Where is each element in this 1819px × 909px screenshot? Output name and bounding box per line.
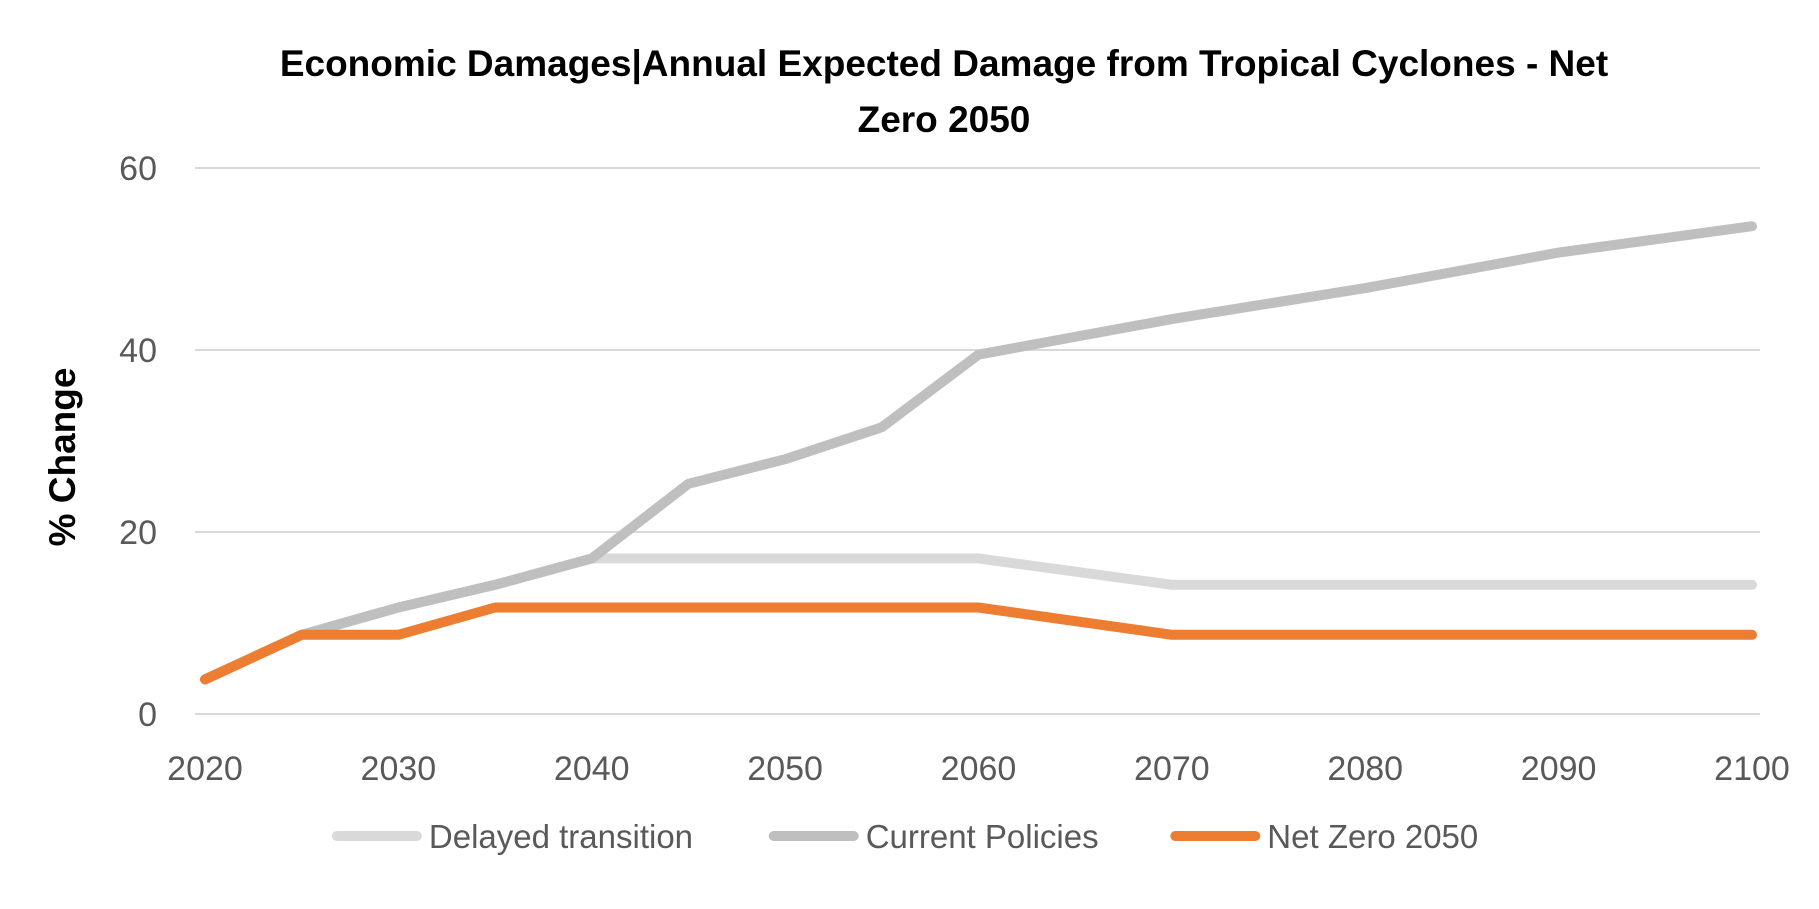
x-tick-label: 2080 (1327, 750, 1403, 788)
legend-label-delayed-transition: Delayed transition (429, 818, 693, 855)
x-tick-label: 2090 (1521, 750, 1597, 788)
series-line-net-zero-2050 (200, 602, 1757, 685)
series-lines (200, 221, 1757, 685)
x-tick-label: 2030 (361, 750, 437, 788)
x-tick-label: 2040 (554, 750, 630, 788)
legend-label-current-policies: Current Policies (866, 818, 1099, 855)
y-axis-ticks: 0 20 40 60 (119, 150, 157, 734)
y-tick-label: 20 (119, 514, 157, 552)
y-tick-label: 40 (119, 332, 157, 370)
legend-label-net-zero-2050: Net Zero 2050 (1267, 818, 1478, 855)
chart-title-line-2: Zero 2050 (858, 99, 1031, 140)
chart-title-line-1: Economic Damages|Annual Expected Damage … (280, 43, 1608, 85)
x-tick-label: 2020 (167, 750, 243, 788)
x-tick-label: 2070 (1134, 750, 1210, 788)
y-axis-label: % Change (42, 368, 83, 547)
series-line-current-policies (200, 221, 1757, 685)
x-tick-label: 2050 (747, 750, 823, 788)
x-axis-ticks: 2020 2030 2040 2050 2060 2070 2080 2090 2100 (167, 750, 1790, 788)
legend: Delayed transition Current Policies Net Ze… (331, 818, 1478, 855)
x-tick-label: 2060 (941, 750, 1017, 788)
x-tick-label: 2100 (1714, 750, 1790, 788)
y-tick-label: 0 (138, 696, 157, 734)
y-tick-label: 60 (119, 150, 157, 188)
